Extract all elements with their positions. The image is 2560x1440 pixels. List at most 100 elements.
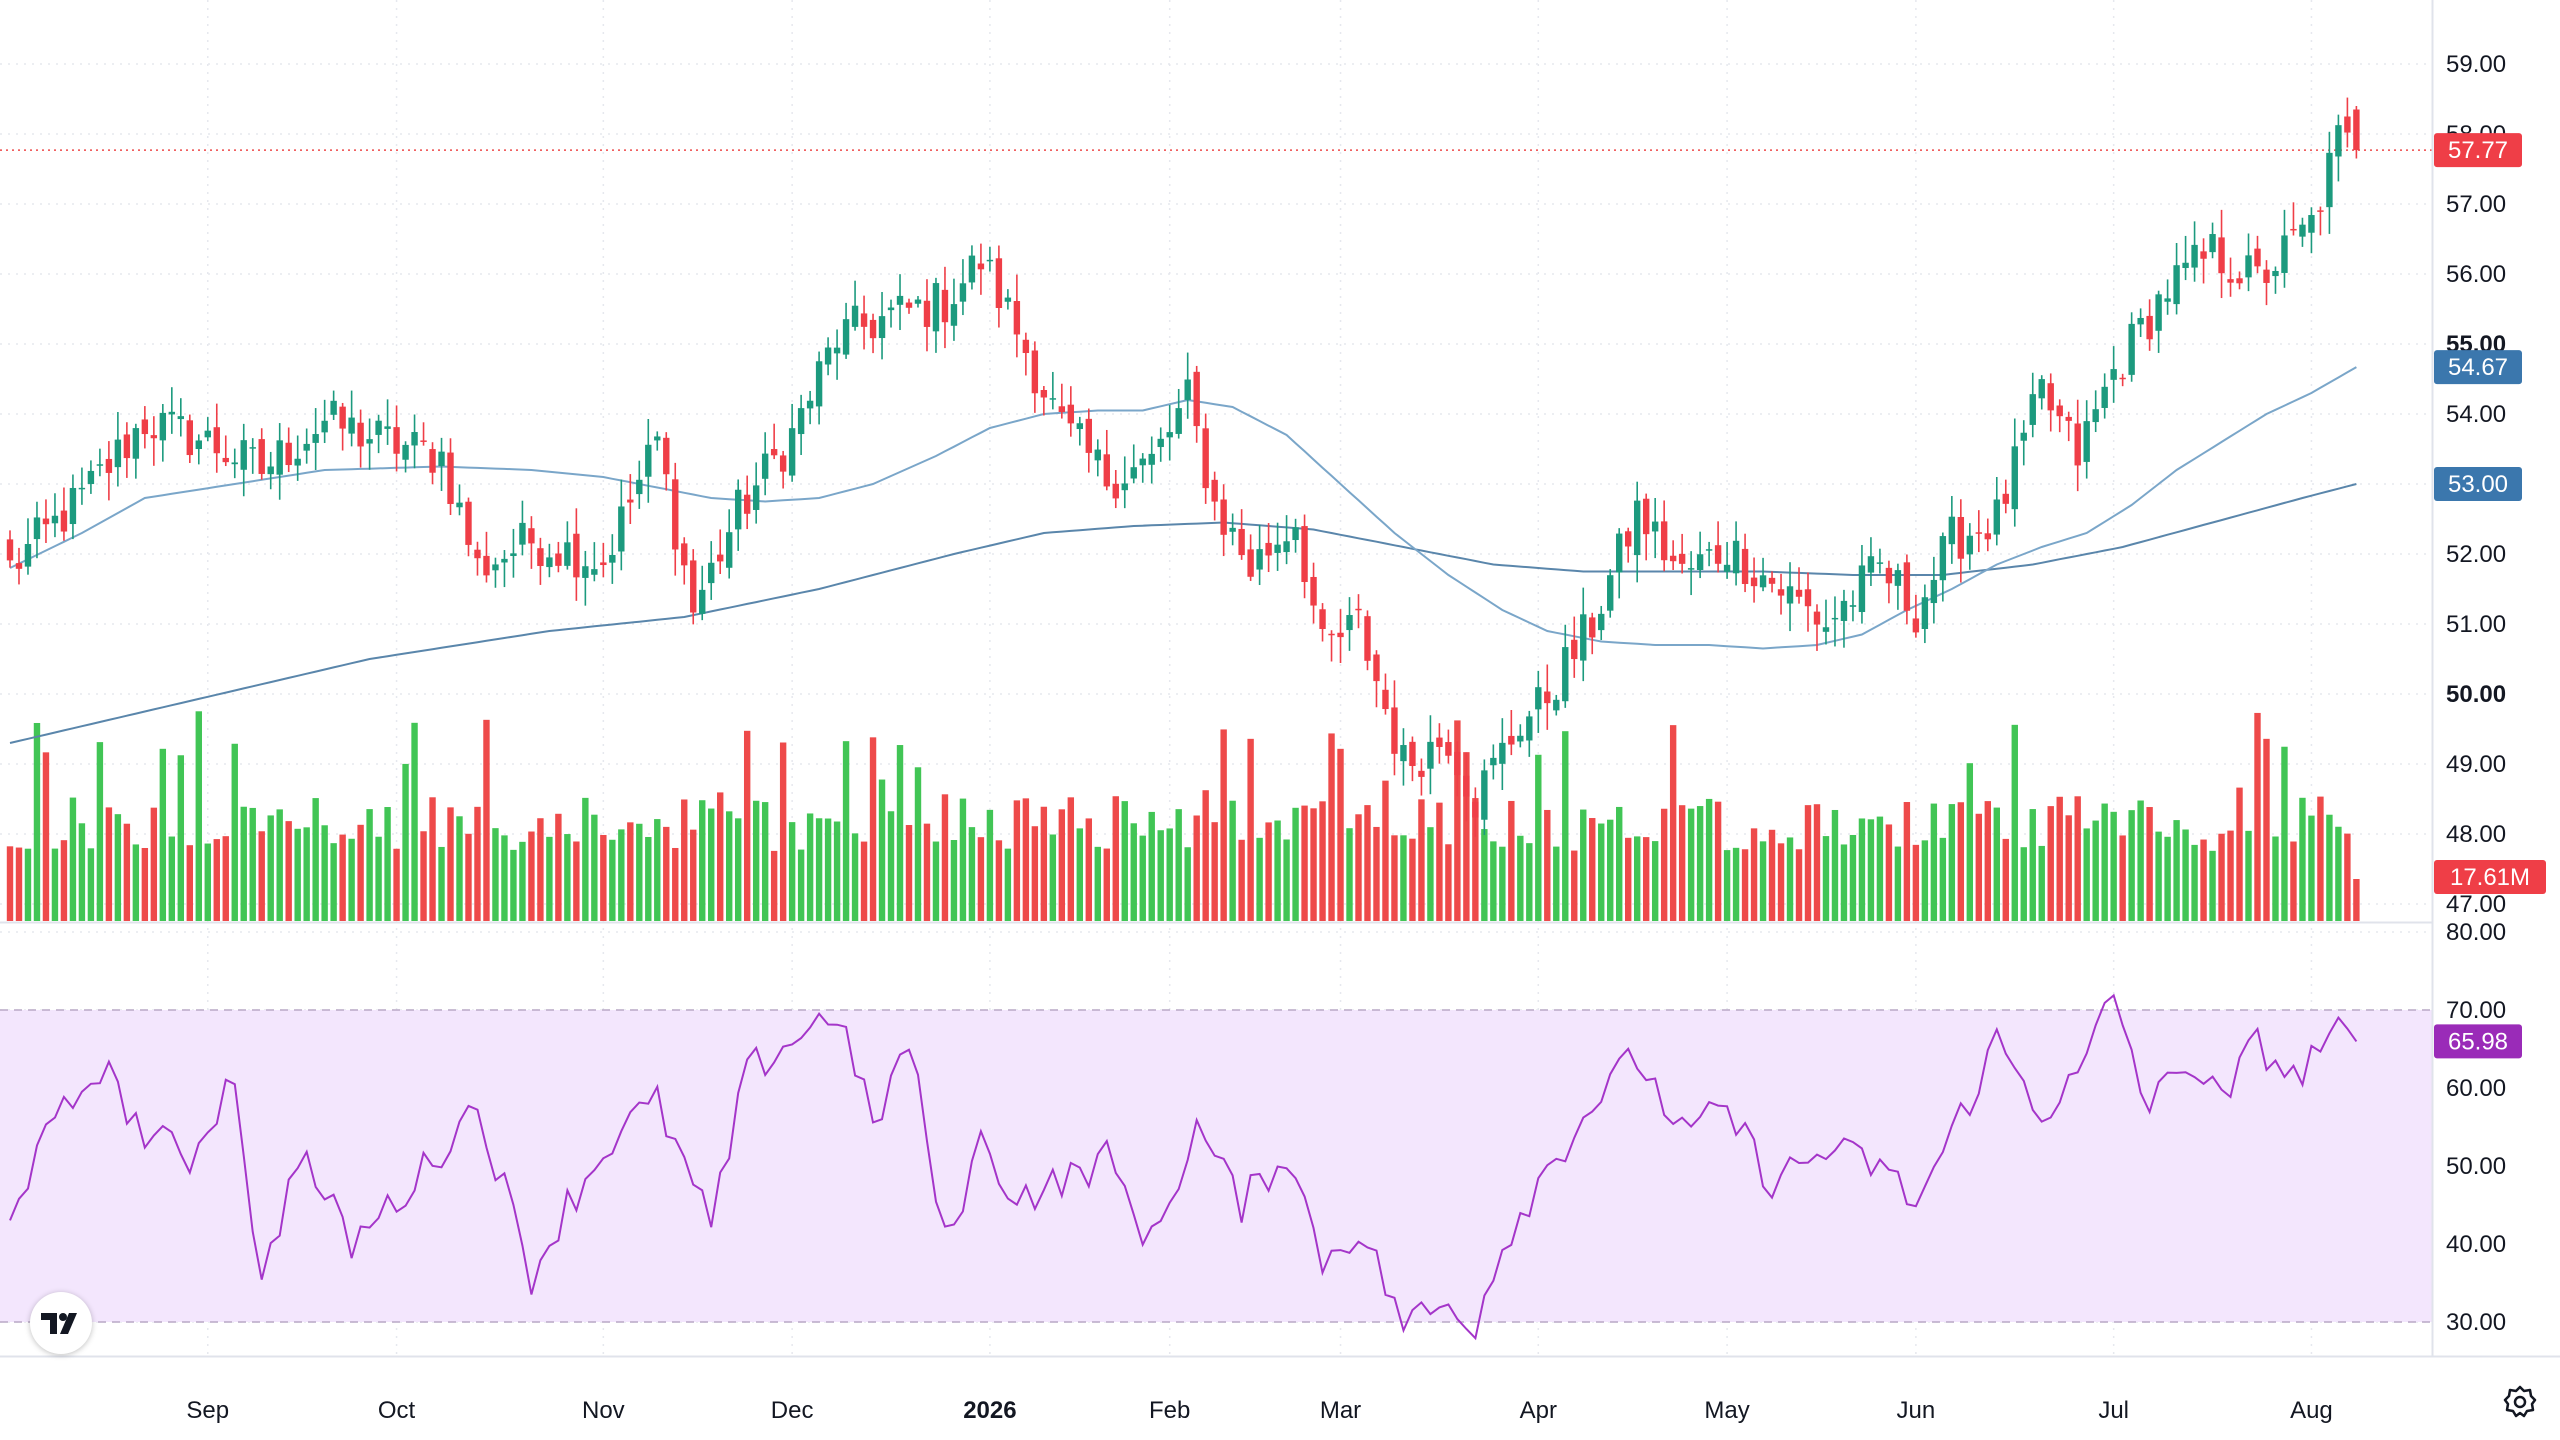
- candle: [2317, 206, 2324, 236]
- volume-bar: [1157, 830, 1164, 921]
- candle: [231, 448, 238, 479]
- candle: [1265, 523, 1272, 573]
- candle: [914, 296, 922, 308]
- volume-bar: [582, 797, 589, 921]
- volume-bar: [761, 802, 769, 921]
- volume-bar: [1660, 808, 1668, 921]
- volume-bar: [15, 847, 23, 921]
- candle: [1750, 557, 1758, 603]
- volume-bar: [636, 823, 643, 921]
- volume-bar: [1948, 804, 1956, 921]
- candle: [2263, 260, 2270, 306]
- candle: [1040, 386, 1048, 416]
- volume-bar: [1741, 849, 1749, 921]
- candle: [1651, 497, 1659, 559]
- candle: [510, 528, 517, 578]
- candle: [1130, 444, 1137, 484]
- candle: [60, 487, 68, 541]
- rsi-tick-label: 70.00: [2446, 997, 2506, 1024]
- candle: [1355, 594, 1362, 629]
- volume-bar: [1616, 806, 1623, 921]
- candle: [905, 298, 913, 314]
- volume-bar: [1328, 733, 1335, 921]
- rsi-axis[interactable]: 80.00 70.00 60.00 50.00 40.00 30.00: [2446, 919, 2506, 1336]
- candle: [959, 259, 967, 316]
- candle: [1553, 694, 1560, 716]
- volume-bar: [1984, 801, 1991, 921]
- volume-bar: [1301, 805, 1308, 921]
- candle: [1885, 560, 1893, 604]
- candle: [312, 408, 319, 471]
- volume-bar: [42, 752, 50, 921]
- candle: [159, 404, 167, 462]
- candle: [87, 460, 95, 494]
- candle: [1984, 518, 1991, 552]
- volume-bar: [2164, 836, 2171, 921]
- volume-bar: [114, 814, 122, 921]
- candle: [1337, 609, 1344, 664]
- volume-bar: [312, 798, 319, 921]
- rsi-band: [0, 1009, 2432, 1323]
- volume-bar: [447, 807, 454, 921]
- volume-bar: [1633, 836, 1641, 921]
- candle: [1966, 523, 1974, 570]
- volume-bar: [1651, 841, 1659, 921]
- candle: [1094, 439, 1101, 477]
- candle: [249, 438, 256, 474]
- volume-bar: [1382, 780, 1389, 921]
- volume-bar: [564, 834, 571, 921]
- settings-gear-icon[interactable]: [2500, 1382, 2540, 1422]
- volume-bar: [1822, 836, 1830, 921]
- ma-fast-badge: 54.67: [2434, 350, 2522, 385]
- volume-bar: [546, 836, 553, 921]
- volume-bar: [2317, 796, 2324, 921]
- volume-bar: [429, 797, 436, 921]
- candle: [1939, 532, 1947, 602]
- volume-bar: [860, 841, 868, 921]
- volume-bar: [1445, 844, 1452, 921]
- volume-bar: [815, 818, 823, 921]
- candle: [743, 475, 751, 530]
- candle: [1193, 365, 1200, 443]
- rsi-tick-label: 30.00: [2446, 1309, 2506, 1336]
- candle: [797, 394, 805, 455]
- price-tick-label: 57.00: [2446, 191, 2506, 218]
- candle: [1256, 524, 1263, 586]
- time-tick-label: Feb: [1149, 1397, 1190, 1424]
- price-pane[interactable]: [0, 0, 2432, 922]
- volume-bar: [438, 846, 445, 921]
- candle: [1723, 541, 1731, 579]
- volume-bar: [690, 829, 697, 921]
- volume-bar: [2056, 796, 2063, 921]
- volume-bar: [411, 722, 418, 921]
- candle: [788, 403, 796, 482]
- time-axis[interactable]: Sep Oct Nov Dec 2026 Feb Mar Apr May Jun Jul Aug: [186, 1397, 2332, 1424]
- volume-bar: [510, 849, 517, 921]
- volume-bar: [1975, 813, 1983, 921]
- volume-bar: [303, 827, 310, 921]
- candle: [1409, 736, 1416, 782]
- candle: [1103, 429, 1110, 491]
- candle: [1894, 563, 1902, 610]
- volume-bar: [1714, 801, 1722, 921]
- tradingview-logo-icon[interactable]: [30, 1292, 92, 1354]
- candle: [2146, 299, 2153, 351]
- volume-bar: [2092, 820, 2099, 921]
- volume-bar: [1705, 798, 1713, 921]
- candle: [2065, 411, 2072, 442]
- time-tick-label: Apr: [1520, 1397, 1557, 1424]
- volume-bar: [285, 821, 292, 921]
- rsi-badge: 65.98: [2434, 1024, 2522, 1059]
- candle: [1382, 673, 1389, 715]
- candle: [177, 398, 185, 437]
- candle: [1858, 544, 1866, 624]
- volume-bar: [132, 844, 140, 921]
- volume-bar: [2299, 797, 2306, 921]
- volume-bar: [1022, 798, 1030, 921]
- candle: [24, 518, 32, 575]
- volume-badge: 17.61M: [2434, 860, 2546, 894]
- candle: [779, 450, 787, 489]
- volume-bar: [51, 848, 59, 921]
- volume-bar: [1589, 818, 1596, 921]
